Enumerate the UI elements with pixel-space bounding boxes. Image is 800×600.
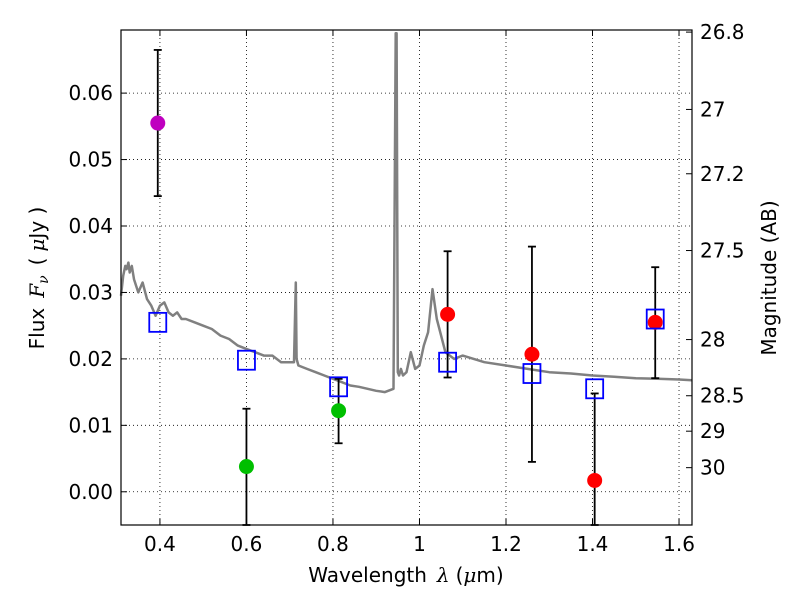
y2-tick-label: 30 — [700, 456, 725, 480]
y-tick-label: 0.05 — [68, 148, 113, 172]
data-point — [331, 403, 347, 419]
y2-tick-label: 27.2 — [700, 162, 745, 186]
y2-axis-label: Magnitude (AB) — [757, 200, 781, 355]
x-tick-label: 1 — [413, 532, 426, 556]
data-point — [150, 115, 166, 131]
model-point — [237, 349, 256, 371]
model-point — [148, 311, 168, 333]
x-axis-label: Wavelength λ (μm) — [308, 563, 503, 587]
y-tick-label: 0.03 — [68, 280, 113, 304]
x-tick-label: 1.6 — [663, 532, 695, 556]
y-axis-label: FluxFν(μJy ) — [25, 207, 52, 350]
y-tick-label: 0.02 — [68, 347, 113, 371]
spectrum-line — [119, 32, 693, 394]
y2-tick-label: 26.8 — [700, 20, 745, 44]
y2-tick-label: 27 — [700, 97, 725, 121]
data-point — [587, 472, 603, 488]
y-tick-label: 0.04 — [68, 214, 113, 238]
data-point — [440, 306, 456, 322]
y-tick-label: 0.06 — [68, 81, 113, 105]
y-tick-label: 0.01 — [68, 413, 113, 437]
model-spectrum — [119, 32, 693, 394]
error-bars — [153, 49, 660, 526]
axis-ticks: 0.4 0.6 0.8 1 1.2 1.4 1.6 0.00 0.01 0.02 0.03 0.04 0… — [68, 20, 744, 556]
y2-tick-label: 29 — [700, 419, 725, 443]
x-tick-label: 1.4 — [577, 532, 609, 556]
model-point — [522, 363, 542, 384]
y2-tick-label: 28 — [700, 328, 725, 352]
model-point — [585, 378, 605, 400]
data-point — [238, 459, 254, 475]
x-tick-label: 0.4 — [144, 532, 176, 556]
y2-tick-label: 28.5 — [700, 384, 745, 408]
model-point — [329, 376, 348, 398]
model-point — [438, 351, 457, 373]
model-point — [645, 308, 665, 330]
data-markers — [148, 115, 665, 488]
data-point — [647, 314, 663, 330]
y2-tick-label: 27.5 — [700, 239, 745, 263]
plot-frame — [120, 29, 693, 526]
x-tick-label: 0.8 — [317, 532, 349, 556]
x-tick-label: 1.2 — [490, 532, 522, 556]
grid — [121, 30, 692, 525]
x-tick-label: 0.6 — [231, 532, 263, 556]
data-point — [524, 346, 540, 362]
y-tick-label: 0.00 — [68, 480, 113, 504]
